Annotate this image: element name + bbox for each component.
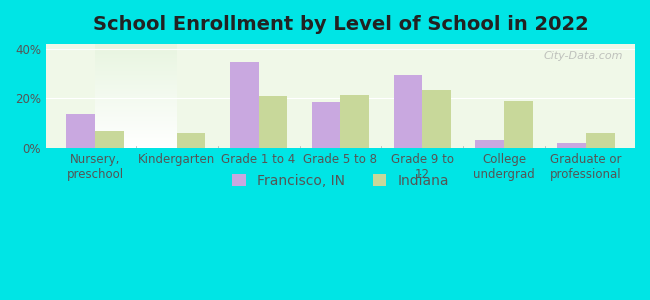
Bar xyxy=(475,140,504,148)
Legend: Francisco, IN, Indiana: Francisco, IN, Indiana xyxy=(225,167,456,195)
Bar xyxy=(230,62,259,148)
Bar xyxy=(341,94,369,148)
Bar xyxy=(422,90,451,148)
Title: School Enrollment by Level of School in 2022: School Enrollment by Level of School in … xyxy=(92,15,588,34)
Bar xyxy=(66,114,95,148)
Bar xyxy=(394,75,422,148)
Bar xyxy=(312,102,341,148)
Bar xyxy=(586,133,614,148)
Text: City-Data.com: City-Data.com xyxy=(543,51,623,61)
Bar xyxy=(557,143,586,148)
Bar xyxy=(259,96,287,148)
Bar xyxy=(95,130,124,148)
Bar xyxy=(504,101,533,148)
Bar xyxy=(177,133,205,148)
